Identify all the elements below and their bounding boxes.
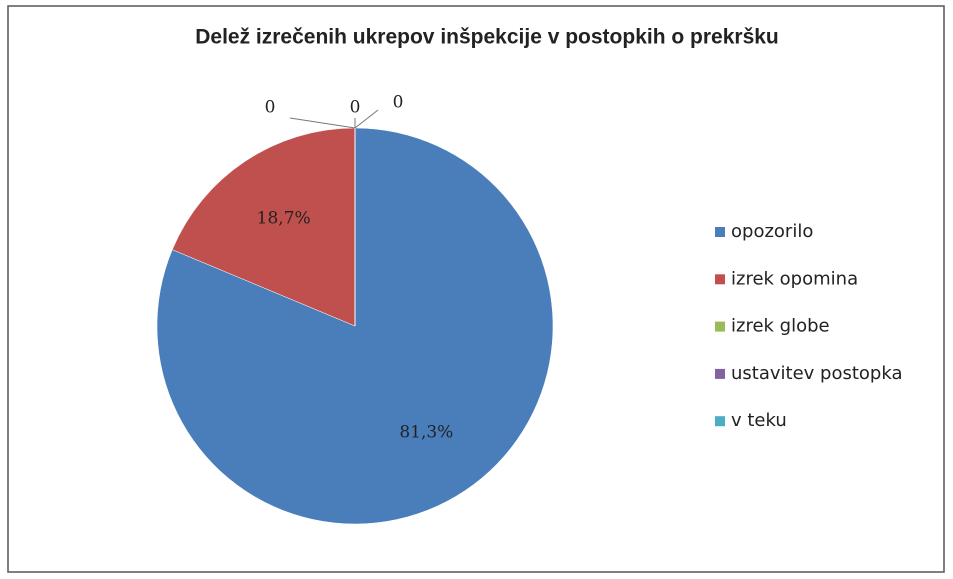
legend-swatch — [715, 368, 725, 379]
leader-line — [354, 109, 379, 129]
legend-swatch — [715, 274, 725, 285]
legend-label: izrek globe — [731, 316, 830, 337]
legend-label: ustavitev postopka — [731, 363, 902, 384]
legend-swatch — [715, 416, 725, 427]
pie-slice — [171, 127, 356, 327]
data-label: 0 — [393, 93, 404, 113]
data-label: 0 — [265, 98, 276, 118]
legend-swatch — [715, 321, 725, 332]
leader-line — [289, 117, 356, 129]
data-label: 18,7% — [257, 208, 311, 228]
legend-label: opozorilo — [731, 221, 813, 242]
legend-swatch — [715, 227, 725, 237]
data-label: 0 — [350, 98, 361, 118]
legend-label: v teku — [731, 410, 787, 431]
legend-label: izrek opomina — [731, 268, 858, 289]
data-label: 81,3% — [399, 423, 453, 443]
chart-title: Delež izrečenih ukrepov inšpekcije v pos… — [195, 26, 779, 49]
